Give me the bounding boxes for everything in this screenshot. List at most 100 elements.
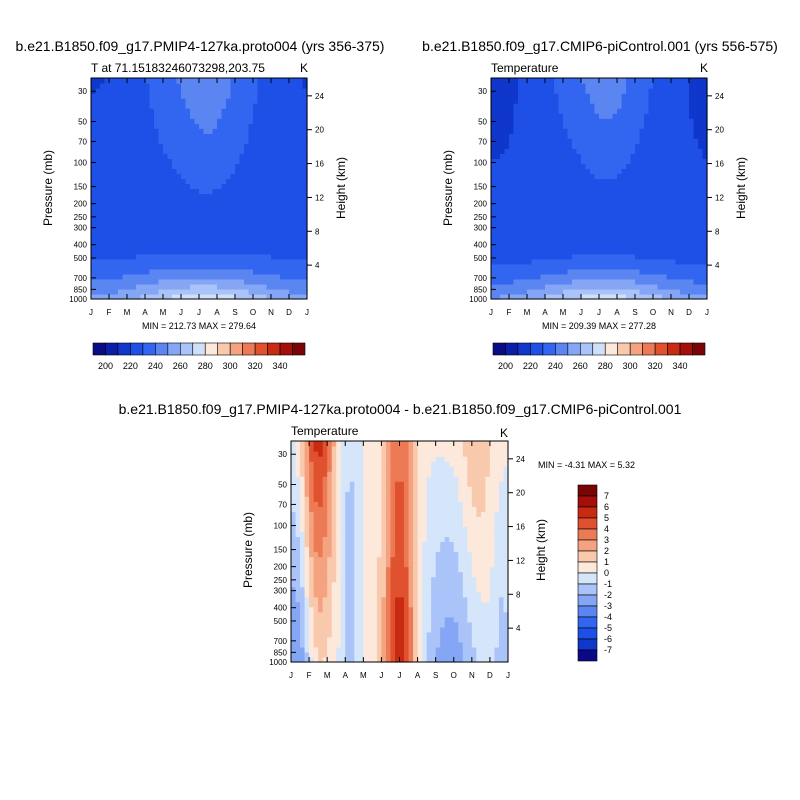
contour-cell [145,263,151,270]
contour-cell [585,263,591,270]
contour-cell [608,273,614,280]
contour-cell [603,78,609,84]
contour-cell [540,293,546,300]
contour-cell [617,138,623,144]
contour-cell [91,108,97,114]
contour-cell [298,93,304,99]
contour-cell [385,606,392,613]
contour-cell [109,108,115,114]
contour-cell [603,233,609,240]
contour-cell [399,641,405,648]
contour-cell [495,183,501,190]
contour-cell [545,133,551,139]
contour-cell [540,208,546,215]
contour-cell [504,93,510,99]
contour-cell [617,293,623,300]
contour-cell [689,273,695,280]
contour-cell [145,158,151,164]
contour-cell [458,646,464,653]
contour-cell [527,288,533,295]
contour-cell [181,188,187,195]
contour-cell [603,293,609,300]
contour-cell [385,611,392,618]
contour-cell [635,143,641,149]
contour-cell [113,168,119,175]
contour-cell [608,88,614,94]
contour-cell [95,188,101,195]
contour-cell [509,178,515,185]
contour-cell [500,78,506,84]
y-tick-label: 100 [74,159,88,168]
contour-cell [212,143,218,149]
contour-cell [518,263,524,270]
contour-cell [431,646,437,653]
contour-cell [190,218,196,225]
contour-cell [653,208,659,215]
contour-cell [666,183,672,190]
contour-cell [300,616,306,623]
contour-cell [702,148,708,154]
contour-cell [271,98,277,104]
contour-cell [648,223,654,230]
contour-cell [612,168,618,175]
contour-cell [298,188,304,195]
contour-cell [104,203,110,210]
contour-cell [217,203,223,210]
contour-cell [304,636,310,643]
contour-cell [531,98,537,104]
contour-cell [648,278,654,285]
contour-cell [549,113,555,119]
contour-cell [235,258,241,265]
contour-cell [621,148,627,154]
contour-cell [163,168,169,175]
contour-cell [549,158,555,164]
y-tick-label: 850 [474,285,488,294]
contour-cell [549,163,555,170]
contour-cell [118,293,124,300]
contour-cell [154,268,160,275]
contour-cell [698,148,704,154]
contour-cell [527,253,533,260]
contour-cell [639,228,645,235]
contour-cell [698,173,704,180]
contour-cell [212,253,218,260]
contour-cell [253,238,259,245]
contour-cell [549,263,555,270]
contour-cell [599,143,605,149]
contour-cell [612,238,618,245]
contour-cell [675,193,681,200]
contour-cell [531,168,537,175]
contour-cell [154,103,160,109]
contour-cell [185,123,191,129]
contour-cell [302,273,308,280]
contour-cell [536,283,542,290]
contour-cell [284,193,290,200]
contour-cell [163,123,169,129]
contour-cell [257,133,263,139]
contour-cell [257,83,263,89]
contour-cell [549,283,555,290]
contour-cell [235,128,241,134]
contour-cell [104,263,110,270]
contour-cell [300,601,306,608]
contour-cell [244,78,250,84]
contour-cell [581,263,587,270]
contour-cell [190,193,196,200]
contour-cell [91,103,97,109]
contour-cell [185,293,191,300]
contour-cell [91,263,97,270]
contour-cell [572,188,578,195]
contour-cell [693,183,699,190]
contour-cell [100,293,106,300]
contour-cell [302,223,308,230]
contour-cell [648,193,654,200]
contour-cell [671,183,677,190]
contour-cell [131,293,137,300]
contour-cell [244,178,250,185]
contour-cell [572,258,578,265]
contour-cell [531,228,537,235]
contour-cell [176,153,182,159]
contour-cell [599,248,605,255]
contour-cell [435,646,441,653]
contour-cell [257,173,263,180]
